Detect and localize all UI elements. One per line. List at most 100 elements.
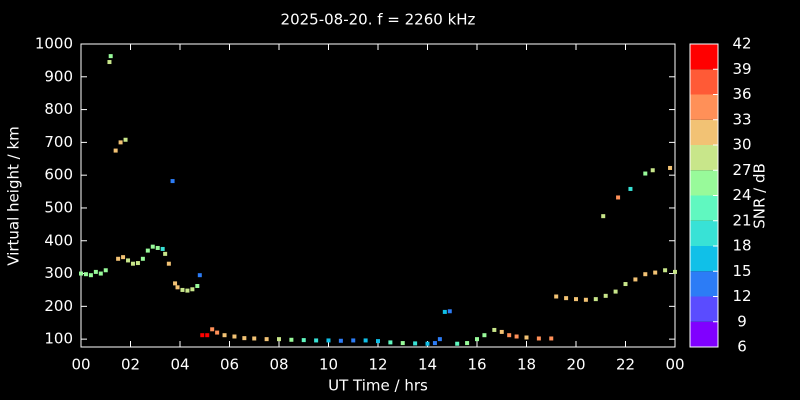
data-point [643, 171, 648, 176]
data-point [160, 246, 165, 251]
y-tick-label: 700 [44, 133, 73, 151]
data-point [514, 334, 519, 339]
colorbar-tick-label: 42 [732, 35, 751, 53]
data-point [650, 168, 655, 173]
data-point [88, 273, 93, 278]
data-point [277, 337, 281, 342]
data-point [121, 255, 126, 260]
data-point [113, 148, 118, 153]
data-point [616, 195, 621, 200]
data-point [107, 60, 112, 65]
data-point [673, 269, 677, 274]
data-point [437, 337, 442, 342]
data-point [338, 338, 343, 343]
y-tick-label: 300 [44, 264, 73, 282]
colorbar-tick-label: 21 [732, 211, 751, 229]
data-point [210, 327, 215, 332]
data-point [190, 287, 195, 292]
data-point [93, 269, 98, 274]
colorbar-tick-label: 27 [732, 161, 751, 179]
data-point [200, 333, 205, 338]
x-axis-label: UT Time / hrs [328, 377, 428, 395]
data-point [175, 285, 180, 290]
data-point [83, 272, 88, 277]
colorbar-tick-label: 15 [732, 262, 751, 280]
data-point [116, 256, 121, 261]
data-point [455, 341, 460, 346]
data-point [103, 268, 108, 273]
x-tick-label: 16 [467, 356, 486, 374]
colorbar-tick-label: 6 [737, 338, 747, 356]
x-tick-label: 06 [220, 356, 239, 374]
data-point [123, 137, 128, 142]
data-point [628, 186, 633, 191]
colorbar-band [690, 145, 718, 171]
data-point [180, 287, 185, 292]
data-point [351, 338, 356, 343]
y-tick-label: 600 [44, 166, 73, 184]
data-point [475, 337, 479, 342]
colorbar-tick-label: 39 [732, 60, 751, 78]
x-tick-label: 08 [269, 356, 288, 374]
data-point [252, 336, 257, 341]
colorbar-band [690, 271, 718, 297]
data-point [264, 337, 269, 342]
colorbar-band [690, 296, 718, 322]
data-point [163, 251, 168, 256]
data-point [79, 271, 83, 276]
data-point [593, 297, 598, 302]
colorbar-tick-label: 9 [737, 312, 747, 330]
data-point [601, 214, 606, 219]
data-point [108, 54, 113, 59]
data-point [222, 333, 227, 338]
data-point [150, 244, 155, 249]
colorbar-tick-label: 30 [732, 136, 751, 154]
data-point [98, 271, 103, 276]
y-tick-label: 900 [44, 67, 73, 85]
chart-title: 2025-08-20. f = 2260 kHz [281, 11, 476, 29]
colorbar-band [690, 220, 718, 246]
y-tick-label: 400 [44, 231, 73, 249]
data-point [574, 297, 578, 302]
data-point [499, 329, 504, 334]
data-point [603, 293, 608, 298]
colorbar-band [690, 321, 718, 347]
data-point [326, 338, 331, 343]
data-point [507, 333, 512, 338]
data-point [492, 327, 497, 332]
x-tick-label: 02 [121, 356, 140, 374]
data-point [376, 339, 380, 344]
data-point [173, 281, 178, 286]
x-tick-label: 12 [368, 356, 387, 374]
data-point [185, 288, 190, 293]
data-point [663, 268, 668, 273]
data-point [140, 256, 145, 261]
x-tick-label: 04 [170, 356, 189, 374]
data-point [170, 179, 175, 184]
colorbar-tick-label: 36 [732, 85, 751, 103]
data-point [425, 341, 430, 346]
data-point [155, 245, 160, 250]
data-point [668, 165, 673, 170]
data-point [363, 338, 368, 343]
data-point [215, 330, 220, 335]
data-point [653, 270, 658, 275]
data-point [613, 289, 618, 294]
data-point [413, 341, 418, 346]
x-tick-label: 00 [71, 356, 90, 374]
colorbar-band [690, 44, 718, 70]
x-tick-label: 14 [418, 356, 437, 374]
data-point [536, 336, 541, 341]
data-point [130, 261, 135, 266]
data-point [118, 140, 123, 145]
y-tick-label: 500 [44, 198, 73, 216]
data-point [465, 341, 470, 346]
data-point [126, 258, 131, 263]
data-point [554, 294, 559, 299]
data-point [400, 341, 405, 346]
colorbar-band [690, 69, 718, 95]
data-point [447, 309, 452, 314]
data-point [549, 336, 554, 341]
data-point [195, 284, 200, 289]
